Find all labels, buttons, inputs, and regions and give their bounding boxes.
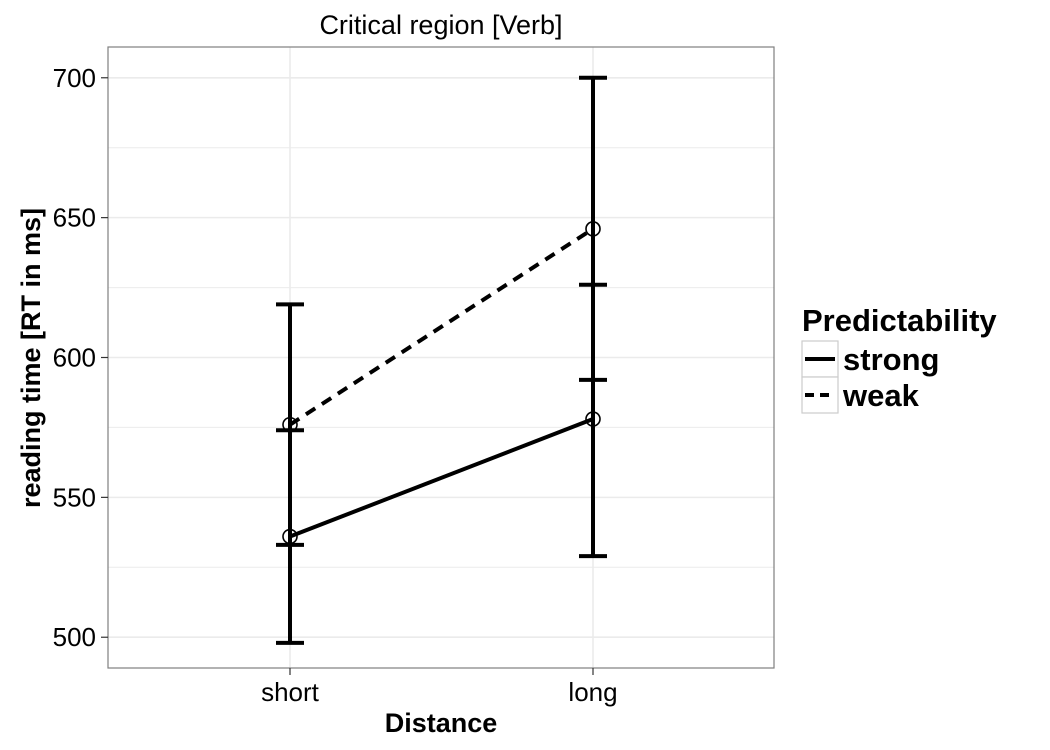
y-axis-title: reading time [RT in ms] [16, 208, 46, 508]
y-tick-label: 550 [53, 482, 96, 512]
x-tick-label: long [568, 677, 617, 707]
legend-label-weak: weak [842, 378, 920, 413]
series-line-strong [289, 417, 594, 539]
y-tick-label: 500 [53, 622, 96, 652]
legend-label-strong: strong [843, 342, 939, 377]
data-point-weak [282, 416, 298, 433]
series [276, 75, 607, 645]
series-line-weak [288, 227, 595, 427]
data-point-strong [282, 528, 298, 545]
y-tick-label: 650 [53, 203, 96, 233]
y-tick-label: 600 [53, 343, 96, 373]
y-tick-label: 700 [53, 63, 96, 93]
grid [108, 47, 774, 668]
data-point-weak [585, 221, 601, 237]
axes: 500 550 600 650 700 short long [53, 63, 618, 707]
x-tick-label: short [261, 677, 320, 707]
chart-title: Critical region [Verb] [319, 10, 562, 40]
legend-title: Predictability [802, 303, 997, 338]
x-axis-title: Distance [385, 708, 498, 738]
data-point-strong [585, 411, 601, 427]
